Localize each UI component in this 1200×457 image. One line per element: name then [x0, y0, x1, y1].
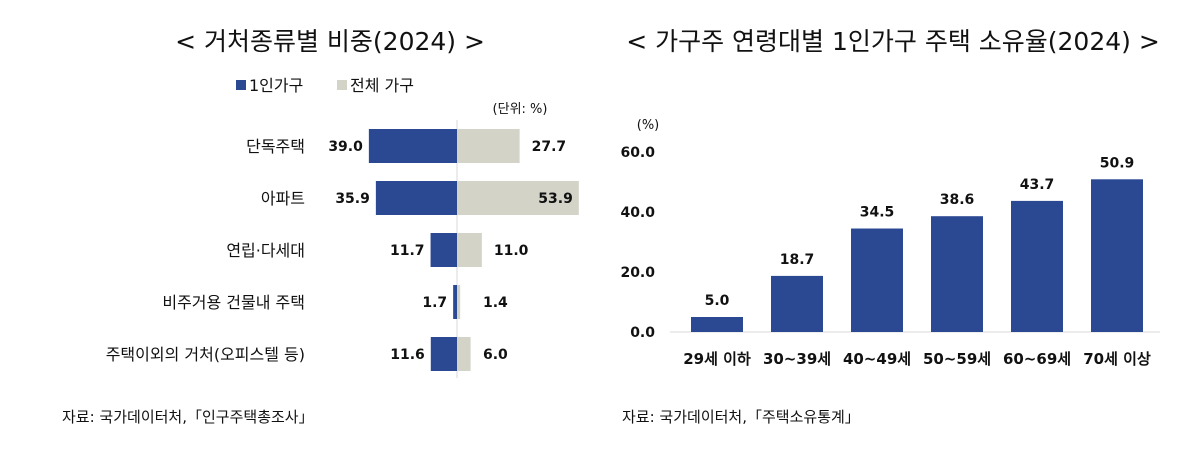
y-tick-label: 60.0 [620, 145, 655, 161]
x-tick-label: 29세 이하 [683, 350, 751, 368]
value-label: 43.7 [1020, 177, 1055, 193]
x-tick-label: 50~59세 [923, 350, 991, 368]
value-label: 50.9 [1100, 155, 1135, 171]
value-label-single: 35.9 [335, 191, 370, 207]
x-tick-label: 40~49세 [843, 350, 911, 368]
legend-label-total: 전체 가구 [350, 76, 414, 95]
value-label-single: 11.6 [390, 347, 425, 363]
value-label-total: 11.0 [494, 243, 529, 259]
bar [1011, 200, 1063, 332]
bar-total [457, 129, 520, 163]
bar-single [368, 129, 457, 163]
category-label: 아파트 [261, 189, 305, 208]
bar [691, 317, 743, 332]
x-tick-label: 70세 이상 [1083, 350, 1151, 368]
bar [851, 228, 903, 332]
left-chart: < 거처종류별 비중(2024) > 1인가구 전체 가구 (단위: %) 단독… [62, 27, 579, 426]
right-chart-title: < 가구주 연령대별 1인가구 주택 소유율(2024) > [626, 27, 1160, 56]
right-chart: < 가구주 연령대별 1인가구 주택 소유율(2024) > (%) 0.0 20… [620, 27, 1160, 426]
bar-single [375, 181, 457, 215]
left-source: 자료: 국가데이터처,「인구주택총조사」 [62, 408, 314, 426]
y-unit-label: (%) [637, 118, 660, 133]
bar-single [453, 285, 457, 319]
bar-single [430, 233, 457, 267]
y-tick-label: 40.0 [620, 205, 655, 221]
legend-swatch-single [236, 80, 246, 90]
left-chart-title: < 거처종류별 비중(2024) > [175, 27, 485, 56]
bar-total [457, 233, 482, 267]
y-tick-label: 20.0 [620, 265, 655, 281]
value-label-single: 1.7 [422, 295, 447, 311]
legend-swatch-total [337, 80, 347, 90]
category-label: 단독주택 [246, 137, 305, 156]
value-label-total: 6.0 [483, 347, 508, 363]
category-label: 연립·다세대 [226, 241, 305, 260]
value-label-total: 27.7 [532, 139, 567, 155]
value-label-total: 53.9 [538, 191, 573, 207]
y-tick-label: 0.0 [630, 325, 655, 341]
bar-total [457, 181, 579, 215]
value-label-total: 1.4 [483, 295, 508, 311]
x-tick-label: 60~69세 [1003, 350, 1071, 368]
right-source: 자료: 국가데이터처,「주택소유통계」 [622, 408, 860, 426]
bar [1091, 179, 1143, 332]
value-label: 34.5 [860, 205, 895, 221]
legend-label-single: 1인가구 [249, 76, 303, 95]
unit-label: (단위: %) [493, 102, 548, 117]
bar [931, 216, 983, 332]
bar-total [457, 285, 461, 319]
bar-total [457, 337, 471, 371]
category-label: 주택이외의 거처(오피스텔 등) [106, 345, 305, 364]
value-label: 5.0 [705, 293, 730, 309]
value-label: 18.7 [780, 252, 815, 268]
value-label-single: 11.7 [390, 243, 425, 259]
value-label-single: 39.0 [328, 139, 363, 155]
x-tick-label: 30~39세 [763, 350, 831, 368]
bar [771, 275, 823, 332]
value-label: 38.6 [940, 192, 975, 208]
category-label: 비주거용 건물내 주택 [162, 293, 305, 312]
bar-single [430, 337, 457, 371]
